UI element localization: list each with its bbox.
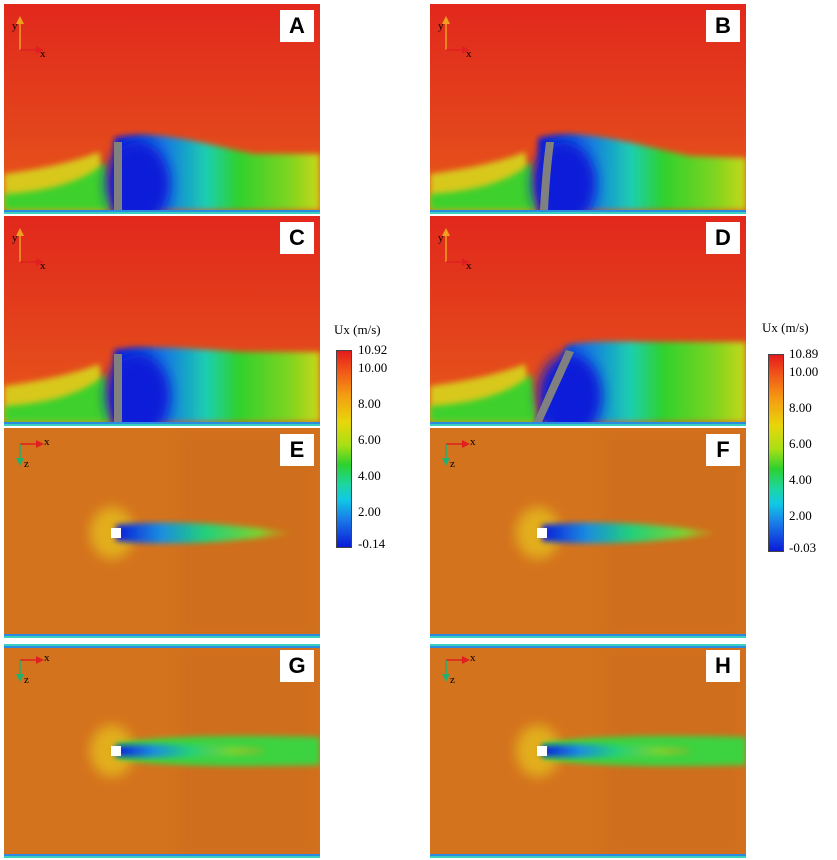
colorbar-min: -0.03 xyxy=(789,540,817,555)
colorbar-min: -0.14 xyxy=(358,536,386,551)
panel-label: A xyxy=(280,10,314,42)
plate-section xyxy=(111,746,121,756)
colorbar-tick: 10.00 xyxy=(358,360,388,375)
plate-shape xyxy=(540,142,554,210)
axis-label-vertical: y xyxy=(438,232,444,244)
panel-label: H xyxy=(706,650,740,682)
contour-field xyxy=(4,428,320,638)
colorbar-tick: 10.00 xyxy=(789,364,819,379)
axis-label-horizontal: x xyxy=(40,260,46,272)
axis-label-horizontal: x xyxy=(44,652,50,664)
panel-label: G xyxy=(280,650,314,682)
plate-shape xyxy=(114,142,122,210)
colorbar-tick: 2.00 xyxy=(358,504,381,519)
panel-label: B xyxy=(706,10,740,42)
contour-field xyxy=(430,428,746,638)
colorbar-tick: 8.00 xyxy=(789,400,812,415)
colorbar-max: 10.92 xyxy=(358,342,388,357)
contour-field xyxy=(4,216,320,426)
axis-label-horizontal: x xyxy=(466,260,472,272)
colorbar-left: Ux (m/s) 10.92 10.00 8.00 6.00 4.00 2.00… xyxy=(324,322,428,562)
panel-label: F xyxy=(706,434,740,466)
contour-field xyxy=(4,4,320,214)
axis-label-vertical: z xyxy=(450,458,455,470)
axis-label-horizontal: x xyxy=(44,436,50,448)
colorbar-gradient xyxy=(336,350,352,548)
plate-shape xyxy=(534,350,574,422)
panel-label: E xyxy=(280,434,314,466)
plate-section xyxy=(111,528,121,538)
colorbar-right: Ux (m/s) 10.89 10.00 8.00 6.00 4.00 2.00… xyxy=(752,320,837,560)
plate-section xyxy=(537,528,547,538)
colorbar-tick: 8.00 xyxy=(358,396,381,411)
colorbar-tick: 2.00 xyxy=(789,508,812,523)
axis-label-vertical: y xyxy=(12,20,18,32)
axis-label-horizontal: x xyxy=(470,652,476,664)
panel-label: C xyxy=(280,222,314,254)
axis-label-horizontal: x xyxy=(466,48,472,60)
contour-field xyxy=(430,4,746,214)
colorbar-gradient xyxy=(768,354,784,552)
axis-label-horizontal: x xyxy=(40,48,46,60)
contour-field xyxy=(430,644,746,858)
axis-label-vertical: y xyxy=(438,20,444,32)
colorbar-tick: 4.00 xyxy=(789,472,812,487)
axis-label-vertical: z xyxy=(24,674,29,686)
axis-label-vertical: y xyxy=(12,232,18,244)
colorbar-title: Ux (m/s) xyxy=(334,322,381,337)
axis-label-vertical: z xyxy=(24,458,29,470)
axis-label-vertical: z xyxy=(450,674,455,686)
colorbar-title: Ux (m/s) xyxy=(762,320,809,335)
colorbar-tick: 4.00 xyxy=(358,468,381,483)
colorbar-tick: 6.00 xyxy=(789,436,812,451)
contour-field xyxy=(430,216,746,426)
plate-section xyxy=(537,746,547,756)
axis-label-horizontal: x xyxy=(470,436,476,448)
panel-label: D xyxy=(706,222,740,254)
plate-shape xyxy=(114,354,122,422)
colorbar-max: 10.89 xyxy=(789,346,819,361)
colorbar-tick: 6.00 xyxy=(358,432,381,447)
